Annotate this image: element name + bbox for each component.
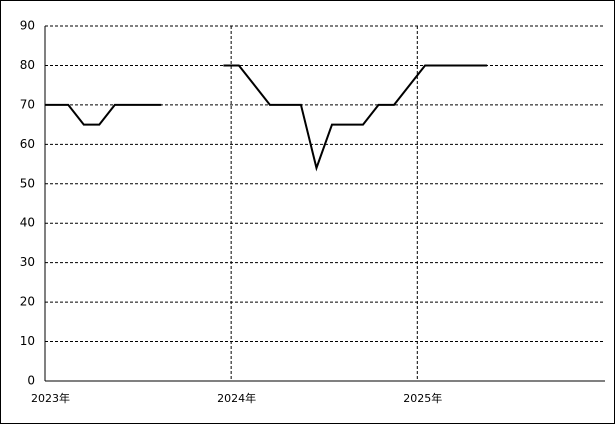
x-tick-label: 2024年 (217, 391, 256, 405)
y-tick-label: 90 (20, 19, 35, 33)
x-tick-label: 2023年 (31, 391, 70, 405)
y-tick-label: 0 (27, 374, 35, 388)
y-tick-label: 70 (20, 97, 35, 111)
y-tick-label: 30 (20, 255, 35, 269)
x-tick-label: 2025年 (403, 391, 442, 405)
y-tick-label: 10 (20, 334, 35, 348)
y-tick-label: 50 (20, 176, 35, 190)
y-tick-label: 40 (20, 216, 35, 230)
data-line (223, 64, 488, 172)
y-tick-label: 80 (20, 58, 35, 72)
y-tick-label: 60 (20, 137, 35, 151)
y-tick-label: 20 (20, 295, 35, 309)
data-line (45, 103, 162, 126)
